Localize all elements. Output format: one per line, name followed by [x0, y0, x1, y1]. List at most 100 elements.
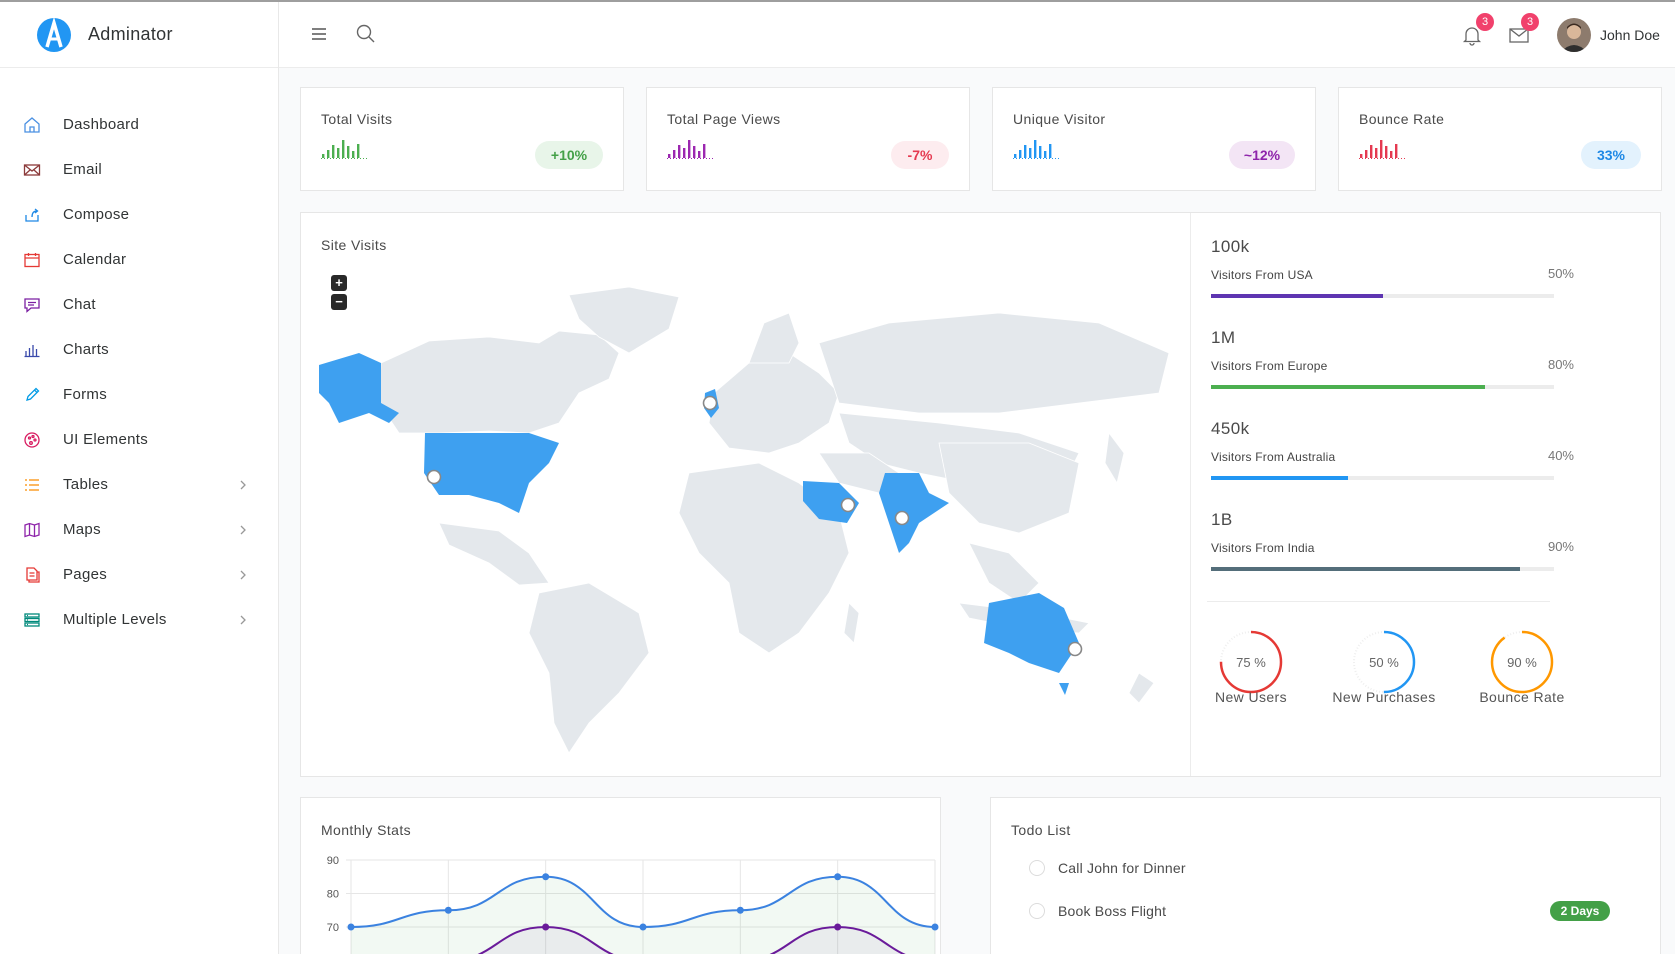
user-avatar[interactable] [1557, 18, 1591, 52]
map-canada [378, 330, 620, 434]
map-marker-usa [426, 469, 442, 485]
app-name: Adminator [88, 24, 173, 44]
sidebar-item-compose[interactable]: Compose [0, 192, 278, 237]
visitor-progress-fill [1211, 567, 1520, 571]
todo-item[interactable]: Book Boss Flight [1029, 899, 1166, 923]
visitor-stat-percent: 90% [1547, 539, 1574, 554]
list-icon [22, 475, 42, 495]
sidebar-item-multiple-levels[interactable]: Multiple Levels [0, 597, 278, 642]
sidebar-item-label: Compose [63, 206, 130, 223]
chevron-right-icon [240, 570, 246, 579]
map-australia [984, 593, 1079, 673]
todo-checkbox[interactable] [1029, 903, 1045, 919]
sidebar-item-ui-elements[interactable]: UI Elements [0, 417, 278, 462]
visitor-progress-fill [1211, 294, 1383, 298]
stat-title: Bounce Rate [1359, 111, 1445, 127]
sidebar-item-label: Tables [63, 476, 109, 493]
map-saudi-arabia [803, 481, 859, 523]
chevron-right-icon [240, 480, 246, 489]
y-tick-label: 80 [327, 889, 339, 901]
y-tick-label: 90 [327, 855, 339, 867]
visitor-progress-track [1211, 567, 1554, 571]
stat-card-bounce-rate: Bounce Rate 33% [1338, 87, 1662, 191]
sidebar-item-dashboard[interactable]: Dashboard [0, 102, 278, 147]
sidebar-item-chat[interactable]: Chat [0, 282, 278, 327]
visitor-stats-panel: 100k Visitors From USA 50% 1M Visitors From … [1191, 213, 1661, 776]
donut-chart: 90 % [1490, 630, 1554, 694]
map-greenland [568, 286, 680, 354]
sidebar-item-charts[interactable]: Charts [0, 327, 278, 372]
messages-mail-icon[interactable] [1507, 24, 1531, 46]
visitor-stat-percent: 40% [1547, 448, 1574, 463]
sidebar-item-label: Email [63, 161, 103, 178]
search-icon[interactable] [355, 23, 377, 45]
files-icon [22, 565, 42, 585]
map-madagascar [843, 602, 860, 644]
sparkline-bar [1385, 146, 1388, 158]
donut-label: New Purchases [1332, 689, 1436, 705]
visitor-progress-track [1211, 476, 1554, 480]
sidebar-item-label: Chat [63, 296, 96, 313]
visitor-progress-fill [1211, 385, 1486, 389]
sidebar-item-calendar[interactable]: Calendar [0, 237, 278, 282]
layers-icon [22, 610, 42, 630]
map-tasmania [1059, 683, 1069, 695]
map-zoom-out-button[interactable]: − [331, 294, 347, 310]
world-map[interactable] [319, 283, 1239, 753]
sparkline-bar [347, 146, 350, 158]
sparkline-bar [1370, 145, 1373, 158]
sidebar-item-tables[interactable]: Tables [0, 462, 278, 507]
menu-toggle-icon[interactable] [309, 24, 329, 44]
map-zoom-in-button[interactable]: + [331, 275, 347, 291]
sparkline-bar [1024, 145, 1027, 158]
share-icon [22, 205, 42, 225]
sparkline-bar [688, 140, 691, 158]
sparkline-bar [668, 154, 671, 158]
visitor-stat-label: Visitors From USA [1211, 268, 1313, 282]
pencil-icon [22, 385, 42, 405]
visitor-stat-percent: 80% [1547, 357, 1574, 372]
sparkline-bar [337, 148, 340, 158]
stat-card-unique-visitor: Unique Visitor ~12% [992, 87, 1316, 191]
data-point [542, 923, 550, 931]
site-visits-title: Site Visits [321, 237, 387, 253]
sidebar-item-email[interactable]: Email [0, 147, 278, 192]
window-top-border [0, 0, 1675, 2]
map-china [938, 442, 1080, 534]
todo-text: Book Boss Flight [1058, 903, 1167, 919]
map-russia [818, 312, 1170, 414]
todo-item[interactable]: Call John for Dinner [1029, 856, 1186, 880]
donut-label: Bounce Rate [1479, 689, 1565, 705]
map-usa [424, 433, 559, 513]
sparkline-bar [352, 151, 355, 158]
sparkline-bar [342, 140, 345, 158]
donut-value: 90 % [1507, 655, 1537, 670]
donut-chart: 75 % [1219, 630, 1283, 694]
calendar-icon [22, 250, 42, 270]
map-india [879, 473, 949, 553]
notifications-bell-icon[interactable] [1461, 24, 1483, 46]
map-southeast-asia [968, 542, 1040, 604]
chevron-right-icon [240, 525, 246, 534]
brand[interactable]: Adminator [0, 2, 278, 68]
user-name[interactable]: John Doe [1600, 27, 1660, 43]
map-africa [678, 462, 850, 654]
map-south-america [528, 582, 650, 753]
donut-chart: 50 % [1352, 630, 1416, 694]
sidebar-item-label: Dashboard [63, 116, 140, 133]
sidebar-item-pages[interactable]: Pages [0, 552, 278, 597]
stat-card-total-visits: Total Visits +10% [300, 87, 624, 191]
user-avatar-icon [1557, 18, 1591, 52]
notifications-badge: 3 [1476, 13, 1494, 31]
sparkline-bar [703, 144, 706, 158]
sparkline-bar [1365, 150, 1368, 158]
sparkline-chart [1359, 140, 1405, 159]
sparkline-bar [678, 145, 681, 158]
sidebar-item-maps[interactable]: Maps [0, 507, 278, 552]
todo-checkbox[interactable] [1029, 860, 1045, 876]
sparkline-bar [693, 146, 696, 158]
sidebar-item-forms[interactable]: Forms [0, 372, 278, 417]
messages-badge: 3 [1521, 13, 1539, 31]
email-icon [22, 160, 42, 180]
sparkline-bar [673, 150, 676, 158]
